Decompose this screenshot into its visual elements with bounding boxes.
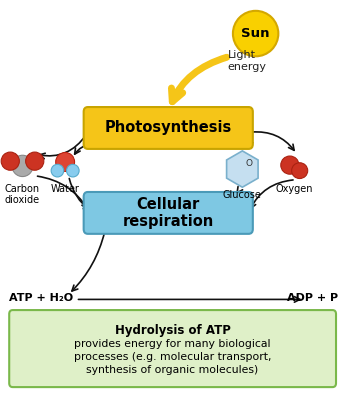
Text: Sun: Sun — [241, 27, 270, 40]
Text: ADP + P: ADP + P — [287, 293, 338, 303]
Polygon shape — [226, 151, 258, 187]
Text: ATP + H₂O: ATP + H₂O — [9, 293, 74, 303]
Text: Water: Water — [51, 184, 79, 194]
Text: provides energy for many biological
processes (e.g. molecular transport,
synthes: provides energy for many biological proc… — [74, 339, 271, 375]
Ellipse shape — [66, 164, 79, 177]
Text: O: O — [245, 160, 252, 168]
FancyBboxPatch shape — [84, 192, 253, 234]
Ellipse shape — [51, 164, 64, 177]
Text: Oxygen: Oxygen — [275, 184, 313, 194]
Text: Cellular
respiration: Cellular respiration — [122, 197, 214, 229]
Ellipse shape — [233, 11, 278, 56]
FancyBboxPatch shape — [84, 107, 253, 149]
Ellipse shape — [12, 155, 33, 177]
FancyBboxPatch shape — [9, 310, 336, 387]
Text: Hydrolysis of ATP: Hydrolysis of ATP — [115, 324, 231, 337]
Ellipse shape — [56, 152, 75, 171]
Ellipse shape — [292, 163, 308, 179]
Ellipse shape — [281, 156, 299, 174]
Ellipse shape — [1, 152, 19, 170]
Text: Light
energy: Light energy — [228, 51, 267, 72]
Text: Photosynthesis: Photosynthesis — [105, 120, 232, 135]
Text: Carbon
dioxide: Carbon dioxide — [5, 184, 40, 205]
Ellipse shape — [26, 152, 44, 170]
Text: Glucose: Glucose — [223, 190, 262, 200]
